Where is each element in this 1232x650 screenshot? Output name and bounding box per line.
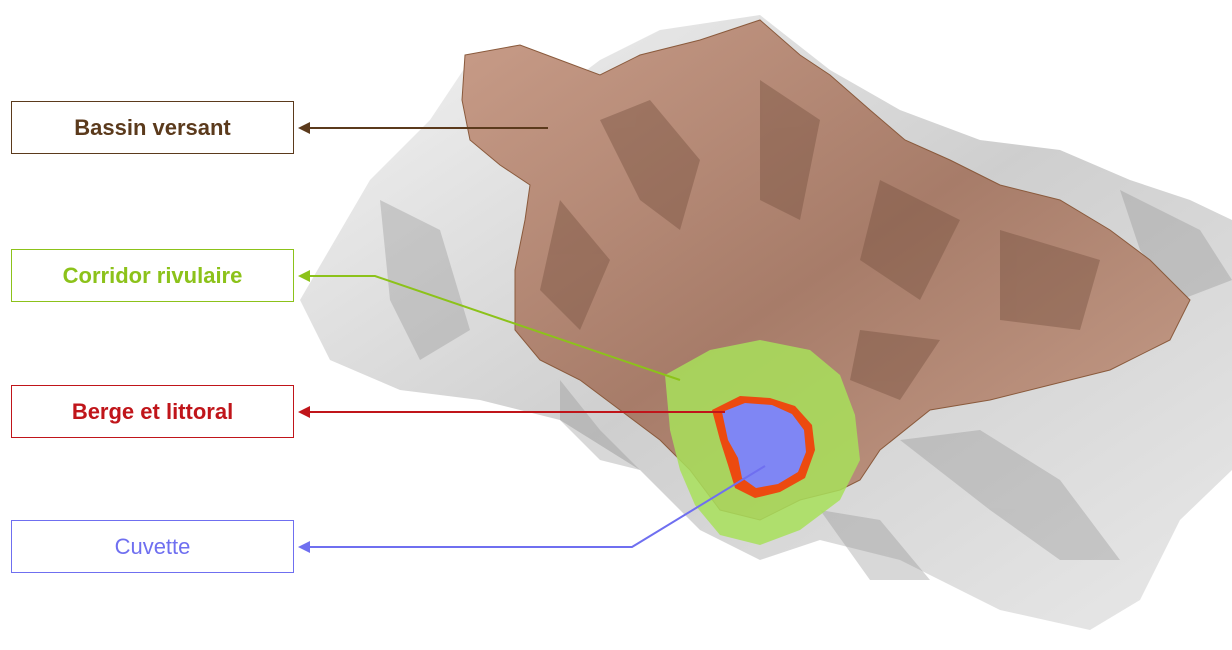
- leader-line-corridor: [298, 270, 681, 381]
- leader-line-cuvette: [298, 465, 766, 553]
- label-berge-littoral: Berge et littoral: [11, 385, 294, 438]
- label-corridor-rivulaire: Corridor rivulaire: [11, 249, 294, 302]
- label-berge-littoral-text: Berge et littoral: [71, 398, 234, 424]
- label-cuvette: Cuvette: [11, 520, 294, 573]
- terrain-shading: [380, 190, 1232, 580]
- label-corridor-rivulaire-text: Corridor rivulaire: [62, 262, 243, 288]
- label-cuvette-text: Cuvette: [114, 533, 191, 559]
- watershed-ridges: [540, 80, 1100, 400]
- watershed-area: [461, 19, 1191, 521]
- label-bassin-versant: Bassin versant: [11, 101, 294, 154]
- leader-line-bassin: [298, 122, 548, 134]
- leader-line-berge: [298, 406, 725, 418]
- label-bassin-versant-text: Bassin versant: [74, 114, 231, 140]
- lake-area: [722, 403, 806, 488]
